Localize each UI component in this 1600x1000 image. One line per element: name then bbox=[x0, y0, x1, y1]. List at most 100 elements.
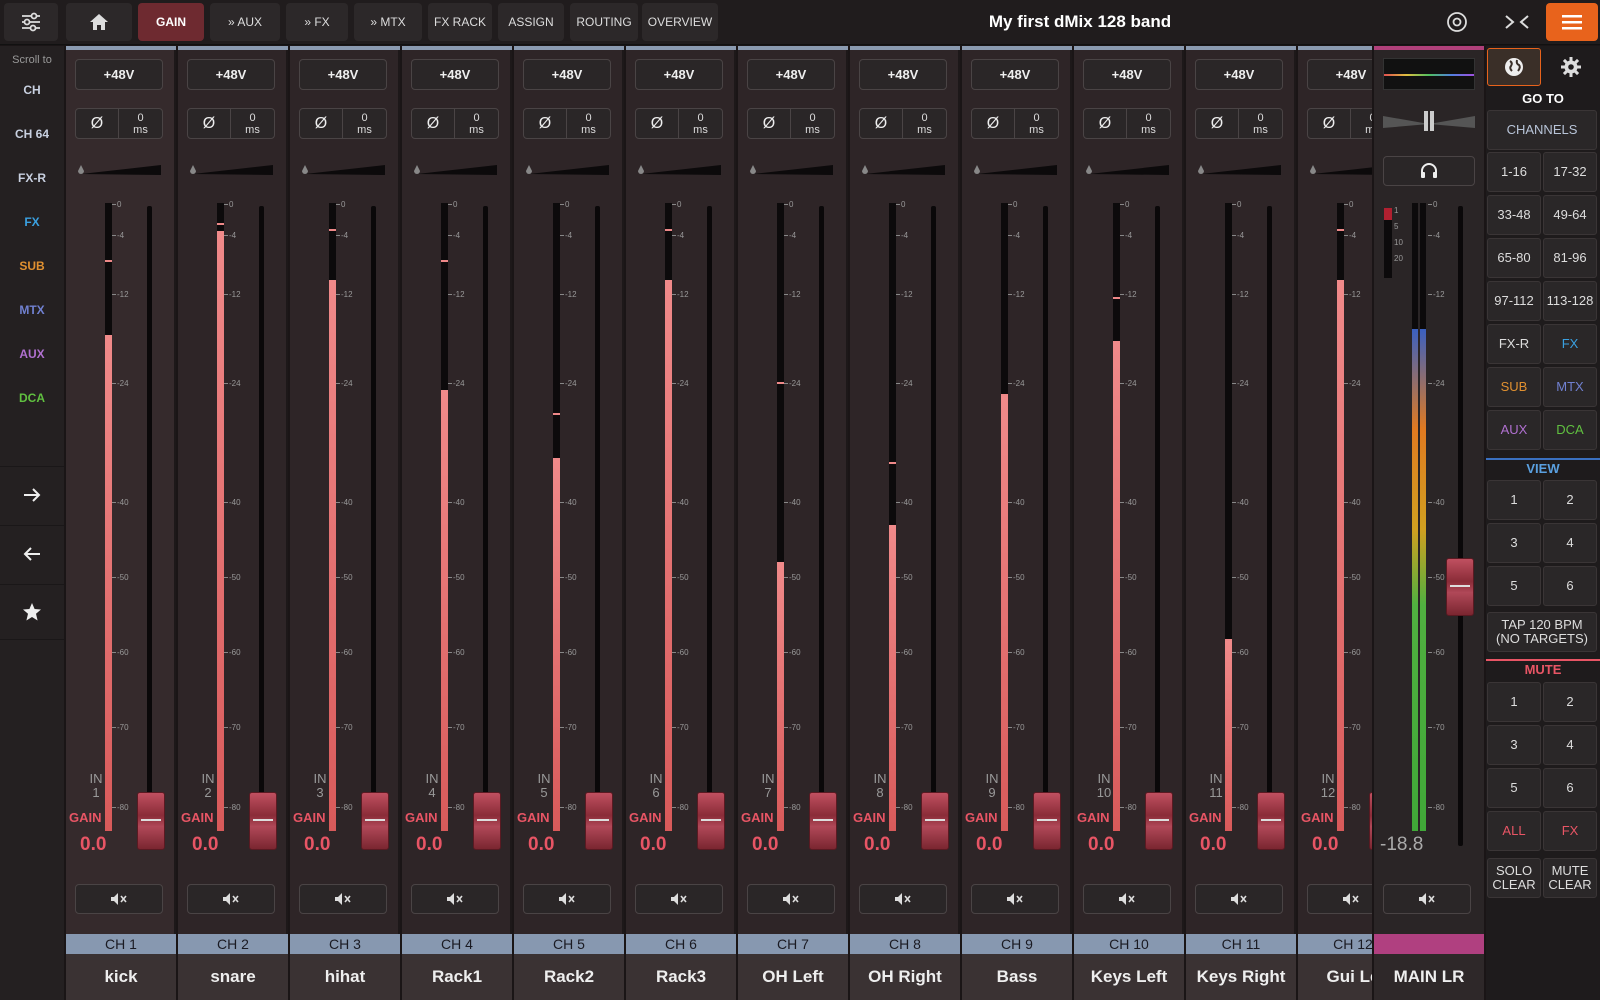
delay-button[interactable]: 0 ms bbox=[1239, 109, 1282, 138]
fader-track[interactable] bbox=[483, 206, 488, 846]
channel-id[interactable]: CH 3 bbox=[290, 934, 400, 954]
phase-invert-button[interactable]: Ø bbox=[1308, 109, 1352, 138]
scroll-to-ch-64[interactable]: CH 64 bbox=[14, 127, 49, 141]
view-4-button[interactable]: 4 bbox=[1543, 523, 1597, 563]
mute-group-6-button[interactable]: 6 bbox=[1543, 768, 1597, 808]
view-1-button[interactable]: 1 bbox=[1487, 480, 1541, 520]
gain-value[interactable]: 0.0 bbox=[528, 834, 555, 855]
fader-track[interactable] bbox=[595, 206, 600, 846]
fader-cap[interactable] bbox=[697, 792, 725, 850]
scroll-to-aux[interactable]: AUX bbox=[19, 347, 45, 361]
gain-value[interactable]: 0.0 bbox=[752, 834, 779, 855]
tab-routing[interactable]: ROUTING bbox=[570, 3, 638, 41]
gain-trim-slider[interactable] bbox=[187, 163, 275, 177]
channel-name[interactable]: Keys Right bbox=[1186, 954, 1296, 1000]
tab-fx[interactable]: » FX bbox=[286, 3, 348, 41]
channel-id[interactable]: CH 2 bbox=[178, 934, 288, 954]
gain-trim-slider[interactable] bbox=[299, 163, 387, 177]
home-button[interactable] bbox=[66, 3, 132, 41]
gain-trim-slider[interactable] bbox=[1195, 163, 1283, 177]
gain-value[interactable]: 0.0 bbox=[976, 834, 1003, 855]
channel-id[interactable]: CH 7 bbox=[738, 934, 848, 954]
mute-button[interactable] bbox=[75, 884, 163, 914]
gain-trim-slider[interactable] bbox=[971, 163, 1059, 177]
phase-invert-button[interactable]: Ø bbox=[748, 109, 792, 138]
phantom-power-button[interactable]: +48V bbox=[411, 59, 499, 90]
target-button[interactable] bbox=[1430, 3, 1484, 41]
fader-cap[interactable] bbox=[1033, 792, 1061, 850]
channels-button[interactable]: CHANNELS bbox=[1487, 110, 1597, 150]
channel-id[interactable]: CH 8 bbox=[850, 934, 960, 954]
gain-trim-slider[interactable] bbox=[1083, 163, 1171, 177]
delay-button[interactable]: 0 ms bbox=[567, 109, 610, 138]
fader-cap[interactable] bbox=[1145, 792, 1173, 850]
scroll-right-button[interactable] bbox=[0, 466, 64, 522]
phase-invert-button[interactable]: Ø bbox=[1196, 109, 1240, 138]
phase-invert-button[interactable]: Ø bbox=[860, 109, 904, 138]
main-fader-cap[interactable] bbox=[1446, 558, 1474, 616]
fader-track[interactable] bbox=[371, 206, 376, 846]
gain-trim-slider[interactable] bbox=[1307, 163, 1372, 177]
fader-cap[interactable] bbox=[585, 792, 613, 850]
goto-mtx[interactable]: MTX bbox=[1543, 367, 1597, 407]
goto-channels-49-64[interactable]: 49-64 bbox=[1543, 195, 1597, 235]
channel-name[interactable]: kick bbox=[66, 954, 176, 1000]
delay-button[interactable]: 0 ms bbox=[1351, 109, 1372, 138]
view-2-button[interactable]: 2 bbox=[1543, 480, 1597, 520]
mute-group-1-button[interactable]: 1 bbox=[1487, 682, 1541, 722]
gain-value[interactable]: 0.0 bbox=[416, 834, 443, 855]
channel-name[interactable]: OH Left bbox=[738, 954, 848, 1000]
gain-value[interactable]: 0.0 bbox=[192, 834, 219, 855]
phantom-power-button[interactable]: +48V bbox=[523, 59, 611, 90]
phase-invert-button[interactable]: Ø bbox=[412, 109, 456, 138]
fader-cap[interactable] bbox=[1369, 792, 1372, 850]
mute-button[interactable] bbox=[1195, 884, 1283, 914]
mute-group-5-button[interactable]: 5 bbox=[1487, 768, 1541, 808]
goto-aux[interactable]: AUX bbox=[1487, 410, 1541, 450]
main-fader-track[interactable] bbox=[1458, 206, 1463, 846]
channel-id[interactable]: CH 4 bbox=[402, 934, 512, 954]
phase-invert-button[interactable]: Ø bbox=[1084, 109, 1128, 138]
goto-dca[interactable]: DCA bbox=[1543, 410, 1597, 450]
mute-button[interactable] bbox=[299, 884, 387, 914]
main-mute-button[interactable] bbox=[1383, 884, 1471, 914]
mute-fx-button[interactable]: FX bbox=[1543, 811, 1597, 851]
tab-gain[interactable]: GAIN bbox=[138, 3, 204, 41]
fader-cap[interactable] bbox=[473, 792, 501, 850]
favorites-button[interactable] bbox=[0, 584, 64, 640]
collapse-button[interactable] bbox=[1490, 3, 1544, 41]
phantom-power-button[interactable]: +48V bbox=[187, 59, 275, 90]
channel-id[interactable]: CH 1 bbox=[66, 934, 176, 954]
mute-button[interactable] bbox=[747, 884, 835, 914]
scroll-left-button[interactable] bbox=[0, 525, 64, 581]
scroll-to-fx[interactable]: FX bbox=[24, 215, 40, 229]
phantom-power-button[interactable]: +48V bbox=[299, 59, 387, 90]
fader-cap[interactable] bbox=[137, 792, 165, 850]
tap-tempo-button[interactable]: TAP 120 BPM (NO TARGETS) bbox=[1487, 612, 1597, 652]
solo-clear-button[interactable]: SOLO CLEAR bbox=[1487, 858, 1541, 898]
channel-id[interactable]: CH 5 bbox=[514, 934, 624, 954]
phantom-power-button[interactable]: +48V bbox=[971, 59, 1059, 90]
delay-button[interactable]: 0 ms bbox=[455, 109, 498, 138]
channel-name[interactable]: Rack2 bbox=[514, 954, 624, 1000]
mute-button[interactable] bbox=[1083, 884, 1171, 914]
channel-name[interactable]: Rack1 bbox=[402, 954, 512, 1000]
solo-headphone-button[interactable] bbox=[1383, 156, 1475, 186]
fader-track[interactable] bbox=[931, 206, 936, 846]
channel-name[interactable]: Keys Left bbox=[1074, 954, 1184, 1000]
phase-invert-button[interactable]: Ø bbox=[972, 109, 1016, 138]
view-5-button[interactable]: 5 bbox=[1487, 566, 1541, 606]
mute-button[interactable] bbox=[971, 884, 1059, 914]
gain-value[interactable]: 0.0 bbox=[1312, 834, 1339, 855]
phase-invert-button[interactable]: Ø bbox=[636, 109, 680, 138]
tab-mtx[interactable]: » MTX bbox=[354, 3, 422, 41]
phase-invert-button[interactable]: Ø bbox=[76, 109, 120, 138]
fader-cap[interactable] bbox=[361, 792, 389, 850]
network-button[interactable] bbox=[1487, 48, 1541, 86]
gain-value[interactable]: 0.0 bbox=[80, 834, 107, 855]
gain-trim-slider[interactable] bbox=[747, 163, 835, 177]
view-3-button[interactable]: 3 bbox=[1487, 523, 1541, 563]
phantom-power-button[interactable]: +48V bbox=[1195, 59, 1283, 90]
scroll-to-mtx[interactable]: MTX bbox=[19, 303, 45, 317]
channel-id[interactable]: CH 11 bbox=[1186, 934, 1296, 954]
